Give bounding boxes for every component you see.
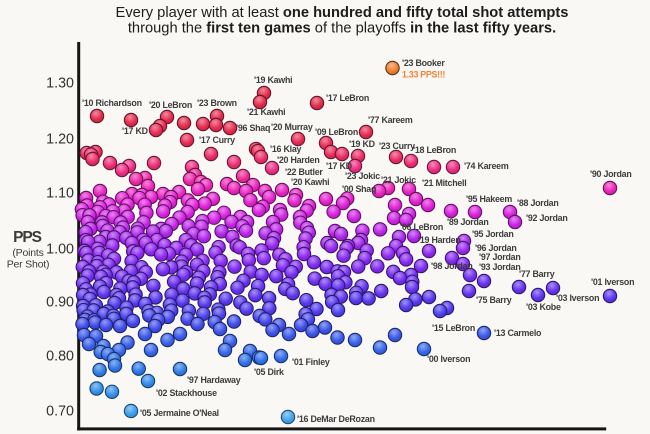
svg-text:'17 KD: '17 KD <box>122 126 149 136</box>
svg-text:'74 Kareem: '74 Kareem <box>464 161 509 171</box>
svg-text:0.80: 0.80 <box>46 349 74 365</box>
svg-text:'90 Jordan: '90 Jordan <box>590 169 632 179</box>
svg-text:'03 Kobe: '03 Kobe <box>526 302 561 312</box>
svg-text:'10 Richardson: '10 Richardson <box>82 98 142 108</box>
svg-text:1.30: 1.30 <box>46 76 74 92</box>
svg-text:'98 Jordan: '98 Jordan <box>431 261 473 271</box>
svg-text:'92 Jordan: '92 Jordan <box>526 213 568 223</box>
svg-text:'21 Jokic: '21 Jokic <box>381 175 416 185</box>
svg-text:'13 Carmelo: '13 Carmelo <box>494 328 542 338</box>
svg-text:'19 KD: '19 KD <box>349 139 376 149</box>
svg-text:'77 Barry: '77 Barry <box>519 269 555 279</box>
svg-text:'01 Finley: '01 Finley <box>292 357 330 367</box>
svg-text:'09 LeBron: '09 LeBron <box>315 127 358 137</box>
svg-text:'23 Curry: '23 Curry <box>379 141 415 151</box>
svg-text:'02 Stackhouse: '02 Stackhouse <box>156 388 217 398</box>
svg-text:'93 Jordan: '93 Jordan <box>479 262 521 272</box>
svg-text:'17 KD: '17 KD <box>326 161 353 171</box>
svg-text:'21 Mitchell: '21 Mitchell <box>422 178 467 188</box>
svg-text:PPS: PPS <box>13 229 41 246</box>
svg-text:1.10: 1.10 <box>46 186 74 202</box>
svg-text:'16 DeMar DeRozan: '16 DeMar DeRozan <box>297 414 375 424</box>
svg-text:'95 Jordan: '95 Jordan <box>472 229 514 239</box>
svg-text:1.20: 1.20 <box>46 132 74 148</box>
svg-text:'00 Shaq: '00 Shaq <box>342 184 376 194</box>
svg-text:'95 Hakeem: '95 Hakeem <box>466 194 512 204</box>
svg-text:'16 Klay: '16 Klay <box>270 144 302 154</box>
svg-text:'77 Kareem: '77 Kareem <box>368 115 413 125</box>
svg-text:'23 Jokic: '23 Jokic <box>345 171 380 181</box>
svg-text:'21 Kawhi: '21 Kawhi <box>247 107 285 117</box>
svg-text:'22 Butler: '22 Butler <box>285 167 323 177</box>
svg-text:'19 Kawhi: '19 Kawhi <box>254 75 292 85</box>
svg-text:'20 LeBron: '20 LeBron <box>149 100 192 110</box>
svg-text:Every player with at least one: Every player with at least one hundred a… <box>116 5 569 21</box>
svg-text:'23 Brown: '23 Brown <box>197 98 237 108</box>
svg-text:'03 Iverson: '03 Iverson <box>556 293 599 303</box>
svg-text:'06 LeBron: '06 LeBron <box>400 222 443 232</box>
svg-text:through the first ten games of: through the first ten games of the playo… <box>128 20 556 36</box>
svg-text:'88 Jordan: '88 Jordan <box>517 198 559 208</box>
svg-text:'17 LeBron: '17 LeBron <box>326 93 369 103</box>
svg-text:'15 LeBron: '15 LeBron <box>432 323 475 333</box>
svg-text:'23 Booker: '23 Booker <box>402 58 445 68</box>
svg-text:'17 Curry: '17 Curry <box>199 135 235 145</box>
svg-text:'75 Barry: '75 Barry <box>476 295 512 305</box>
svg-text:'97 Hardaway: '97 Hardaway <box>187 375 241 385</box>
svg-text:'89 Jordan: '89 Jordan <box>447 217 489 227</box>
svg-text:'96 Shaq: '96 Shaq <box>236 123 270 133</box>
svg-text:'96 Jordan: '96 Jordan <box>475 243 517 253</box>
svg-text:'19 Harden: '19 Harden <box>418 235 461 245</box>
svg-text:(Points: (Points <box>12 247 43 259</box>
svg-text:'05 Dirk: '05 Dirk <box>254 367 284 377</box>
svg-text:'18 LeBron: '18 LeBron <box>413 145 456 155</box>
svg-text:1.33 PPS!!!: 1.33 PPS!!! <box>402 70 445 80</box>
svg-text:'00 Iverson: '00 Iverson <box>427 354 470 364</box>
svg-text:Per Shot): Per Shot) <box>7 259 50 271</box>
svg-text:'20 Harden: '20 Harden <box>277 155 320 165</box>
svg-text:'01 Iverson: '01 Iverson <box>591 277 634 287</box>
svg-text:'20 Kawhi: '20 Kawhi <box>291 177 329 187</box>
svg-text:0.70: 0.70 <box>46 404 74 420</box>
svg-text:'97 Jordan: '97 Jordan <box>479 252 521 262</box>
svg-text:'05 Jermaine O'Neal: '05 Jermaine O'Neal <box>140 408 219 418</box>
svg-text:0.90: 0.90 <box>46 295 74 311</box>
svg-text:'20 Murray: '20 Murray <box>271 122 313 132</box>
svg-text:1.00: 1.00 <box>46 242 74 258</box>
